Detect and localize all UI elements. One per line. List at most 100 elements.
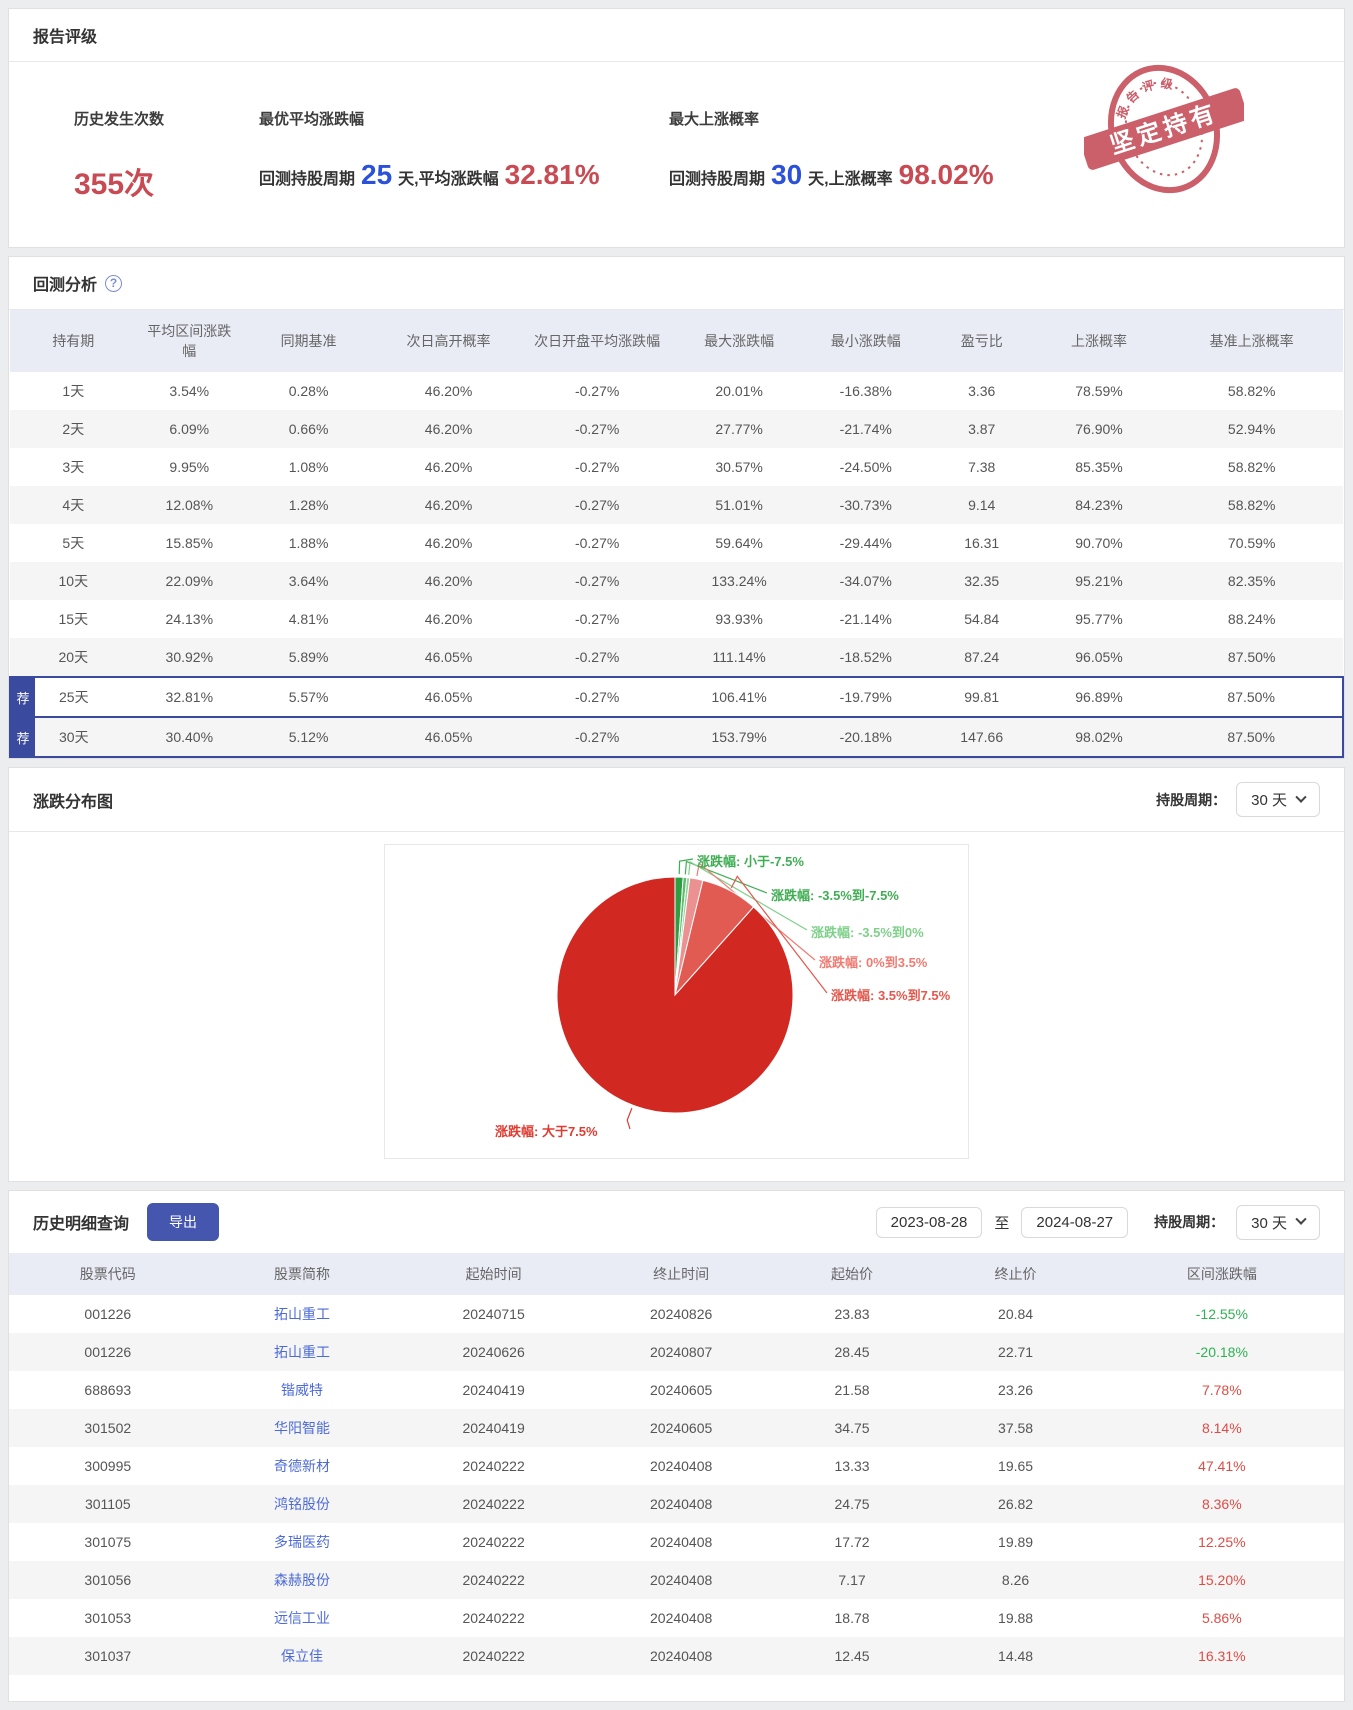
- start-price-cell: 18.78: [834, 1610, 870, 1626]
- backtest-cell: 30.92%: [165, 649, 214, 665]
- pie-leader-line: [684, 860, 768, 894]
- holding-period-cell: 荐 25天: [10, 677, 137, 717]
- backtest-cell: -0.27%: [574, 421, 620, 437]
- history-col-header: 终止时间: [653, 1266, 710, 1282]
- backtest-cell: 88.24%: [1227, 611, 1276, 627]
- export-button[interactable]: 导出: [147, 1203, 220, 1241]
- backtest-cell: 58.82%: [1227, 383, 1276, 399]
- help-icon[interactable]: ?: [105, 274, 123, 292]
- history-row: 001226 拓山重工 20240626 20240807 28.45 22.71 -20.…: [9, 1333, 1344, 1371]
- stock-code-cell: 001226: [84, 1306, 132, 1322]
- backtest-cell: 84.23%: [1075, 497, 1123, 513]
- backtest-cell: 106.41%: [711, 689, 767, 705]
- backtest-cell: -19.79%: [839, 689, 892, 705]
- backtest-cell: 147.66: [960, 729, 1004, 745]
- backtest-cell: 153.79%: [711, 729, 767, 745]
- stock-name-link[interactable]: 拓山重工: [274, 1344, 331, 1360]
- history-period-select[interactable]: 30 天: [1236, 1204, 1320, 1240]
- backtest-cell: 3.36: [968, 383, 996, 399]
- stock-name-link[interactable]: 远信工业: [274, 1610, 331, 1626]
- stat-occurrences: 历史发生次数 355次: [74, 108, 259, 203]
- backtest-cell: 20.01%: [715, 383, 763, 399]
- history-row: 301056 森赫股份 20240222 20240408 7.17 8.26 15.20%: [9, 1561, 1344, 1599]
- backtest-cell: 93.93%: [715, 611, 763, 627]
- stock-name-link[interactable]: 华阳智能: [274, 1420, 331, 1436]
- backtest-cell: 32.35: [964, 573, 1000, 589]
- end-price-cell: 22.71: [998, 1344, 1034, 1360]
- backtest-table: 持有期 平均区间涨跌幅 同期基准 次日高开概率 次日开盘平均涨跌幅 最大涨跌幅 最小涨跌幅 盈…: [9, 310, 1344, 758]
- recommend-badge: 荐: [11, 678, 35, 716]
- backtest-cell: 32.81%: [165, 689, 214, 705]
- end-date-cell: 20240408: [650, 1496, 713, 1512]
- backtest-cell: -30.73%: [839, 497, 892, 513]
- backtest-cell: 27.77%: [715, 421, 763, 437]
- start-date-cell: 20240222: [462, 1648, 525, 1664]
- start-date-cell: 20240222: [462, 1496, 525, 1512]
- change-cell: 16.31%: [1198, 1648, 1246, 1664]
- backtest-header-row: 持有期 平均区间涨跌幅 同期基准 次日高开概率 次日开盘平均涨跌幅 最大涨跌幅 最小涨跌幅 盈…: [10, 310, 1343, 372]
- end-price-cell: 37.58: [998, 1420, 1034, 1436]
- start-date-cell: 20240715: [462, 1306, 525, 1322]
- history-col-header: 起始价: [831, 1266, 874, 1282]
- backtest-col-header: 平均区间涨跌幅: [147, 323, 232, 359]
- date-to-input[interactable]: 2024-08-27: [1021, 1206, 1129, 1238]
- stock-name-link[interactable]: 森赫股份: [274, 1572, 331, 1588]
- report-rating-card: 报告评级 历史发生次数 355次 最优平均涨跌幅 回测持股周期 25 天,平均涨…: [8, 8, 1345, 248]
- end-price-cell: 23.26: [998, 1382, 1034, 1398]
- history-row: 688693 锴威特 20240419 20240605 21.58 23.26 7.78%: [9, 1371, 1344, 1409]
- backtest-cell: -29.44%: [839, 535, 892, 551]
- backtest-cell: 46.20%: [424, 573, 473, 589]
- stock-code-cell: 301053: [84, 1610, 132, 1626]
- backtest-cell: 46.05%: [424, 649, 473, 665]
- backtest-cell: -0.27%: [574, 459, 620, 475]
- stock-code-cell: 001226: [84, 1344, 132, 1360]
- holding-period-cell: 15天: [58, 611, 89, 627]
- date-from-input[interactable]: 2023-08-28: [875, 1206, 983, 1238]
- stock-name-link[interactable]: 拓山重工: [274, 1306, 331, 1322]
- stock-name-link[interactable]: 多瑞医药: [274, 1534, 331, 1550]
- start-date-cell: 20240222: [462, 1534, 525, 1550]
- backtest-tbody: 1天 3.54% 0.28% 46.20% -0.27% 20.01% -16.38% 3.3…: [10, 372, 1343, 757]
- end-date-cell: 20240408: [650, 1534, 713, 1550]
- pie-leader-line: [626, 1107, 633, 1130]
- backtest-col-header: 持有期: [52, 333, 95, 349]
- end-date-cell: 20240605: [650, 1382, 713, 1398]
- backtest-cell: -0.27%: [574, 611, 620, 627]
- start-price-cell: 34.75: [834, 1420, 870, 1436]
- stock-name-link[interactable]: 奇德新材: [274, 1458, 331, 1474]
- pie-slice-label: 涨跌幅: 小于-7.5%: [697, 854, 804, 869]
- history-row: 300995 奇德新材 20240222 20240408 13.33 19.65 47.4…: [9, 1447, 1344, 1485]
- backtest-cell: 16.31: [964, 535, 1000, 551]
- backtest-cell: 87.50%: [1227, 689, 1275, 705]
- backtest-cell: 30.40%: [165, 729, 214, 745]
- holding-period-cell: 2天: [62, 421, 85, 437]
- backtest-col-header: 最小涨跌幅: [830, 333, 901, 349]
- backtest-cell: 46.20%: [424, 611, 473, 627]
- distribution-period-select[interactable]: 30 天: [1236, 782, 1320, 817]
- stock-name-link[interactable]: 锴威特: [281, 1382, 324, 1398]
- end-price-cell: 14.48: [998, 1648, 1034, 1664]
- change-cell: 12.25%: [1198, 1534, 1246, 1550]
- stock-code-cell: 301105: [84, 1496, 131, 1512]
- backtest-cell: 85.35%: [1075, 459, 1123, 475]
- history-table: 股票代码 股票简称 起始时间 终止时间 起始价 终止价 区间涨跌幅 001226 拓山重工 20…: [9, 1253, 1344, 1675]
- start-price-cell: 13.33: [834, 1458, 870, 1474]
- backtest-cell: 133.24%: [711, 573, 767, 589]
- backtest-cell: 96.89%: [1075, 689, 1123, 705]
- backtest-cell: 3.87: [968, 421, 996, 437]
- backtest-cell: 9.95%: [169, 459, 210, 475]
- chevron-down-icon: [1295, 791, 1307, 803]
- history-row: 301075 多瑞医药 20240222 20240408 17.72 19.89 12.2…: [9, 1523, 1344, 1561]
- holding-period-cell: 4天: [62, 497, 85, 513]
- pie-leader-line: [688, 860, 808, 931]
- pie-slice-label: 涨跌幅: 0%到3.5%: [819, 955, 928, 970]
- backtest-cell: 58.82%: [1227, 497, 1276, 513]
- start-price-cell: 28.45: [834, 1344, 870, 1360]
- change-cell: 47.41%: [1198, 1458, 1246, 1474]
- backtest-col-header: 上涨概率: [1071, 333, 1128, 349]
- stock-name-link[interactable]: 鸿铭股份: [274, 1496, 331, 1512]
- change-cell: 5.86%: [1201, 1610, 1242, 1626]
- stock-name-link[interactable]: 保立佳: [281, 1648, 324, 1664]
- pie-chart-box: 涨跌幅: 小于-7.5% 涨跌幅: -3.5%到-7.5% 涨跌幅: -3.5%到0…: [384, 844, 969, 1159]
- backtest-cell: 5.12%: [288, 729, 329, 745]
